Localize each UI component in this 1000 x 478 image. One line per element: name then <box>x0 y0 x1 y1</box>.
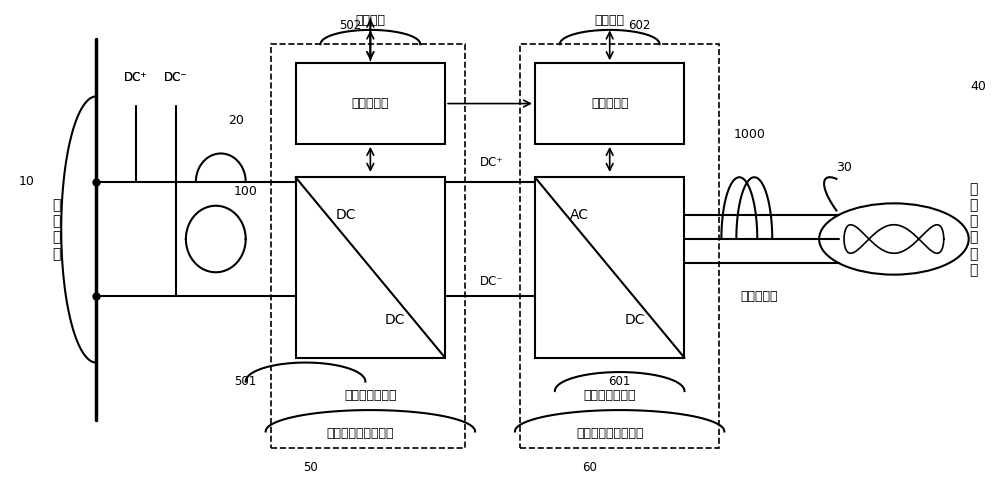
Text: 10: 10 <box>18 175 34 188</box>
Text: 601: 601 <box>608 375 631 388</box>
Text: 第二双向变流器: 第二双向变流器 <box>583 389 636 402</box>
Text: DC: DC <box>385 313 406 327</box>
Text: 三相交流线: 三相交流线 <box>741 290 778 303</box>
Text: 60: 60 <box>582 461 597 474</box>
Text: DC⁺: DC⁺ <box>480 156 504 170</box>
Text: DC⁻: DC⁻ <box>480 275 504 288</box>
FancyBboxPatch shape <box>296 177 445 358</box>
Text: 30: 30 <box>836 161 852 174</box>
Text: 第一双向变流器: 第一双向变流器 <box>344 389 397 402</box>
Text: DC⁺: DC⁺ <box>124 71 148 84</box>
Text: 40: 40 <box>971 80 987 93</box>
Text: DC: DC <box>624 313 645 327</box>
FancyBboxPatch shape <box>296 63 445 144</box>
Text: 外部通信: 外部通信 <box>355 14 385 27</box>
Text: DC: DC <box>335 208 356 222</box>
Text: 飞
轮
储
能
装
置: 飞 轮 储 能 装 置 <box>969 182 978 277</box>
Text: DC⁻: DC⁻ <box>164 71 188 84</box>
Text: DC⁻: DC⁻ <box>164 71 188 84</box>
Text: 602: 602 <box>628 19 651 32</box>
Text: 1000: 1000 <box>733 128 765 141</box>
Text: 直
流
电
网: 直 流 电 网 <box>52 198 60 261</box>
Text: 501: 501 <box>235 375 257 388</box>
Text: 第一级功率变换单元: 第一级功率变换单元 <box>327 427 394 440</box>
Text: 外部通信: 外部通信 <box>595 14 625 27</box>
Text: 第二控制器: 第二控制器 <box>591 97 628 110</box>
FancyBboxPatch shape <box>535 63 684 144</box>
FancyBboxPatch shape <box>535 177 684 358</box>
Text: 100: 100 <box>234 185 258 198</box>
Text: 50: 50 <box>303 461 318 474</box>
Text: 第一控制器: 第一控制器 <box>352 97 389 110</box>
Text: 502: 502 <box>339 19 362 32</box>
Text: AC: AC <box>570 208 589 222</box>
Text: 20: 20 <box>228 114 244 127</box>
Text: 第二级功率变换单元: 第二级功率变换单元 <box>576 427 643 440</box>
Text: DC⁺: DC⁺ <box>124 71 148 84</box>
